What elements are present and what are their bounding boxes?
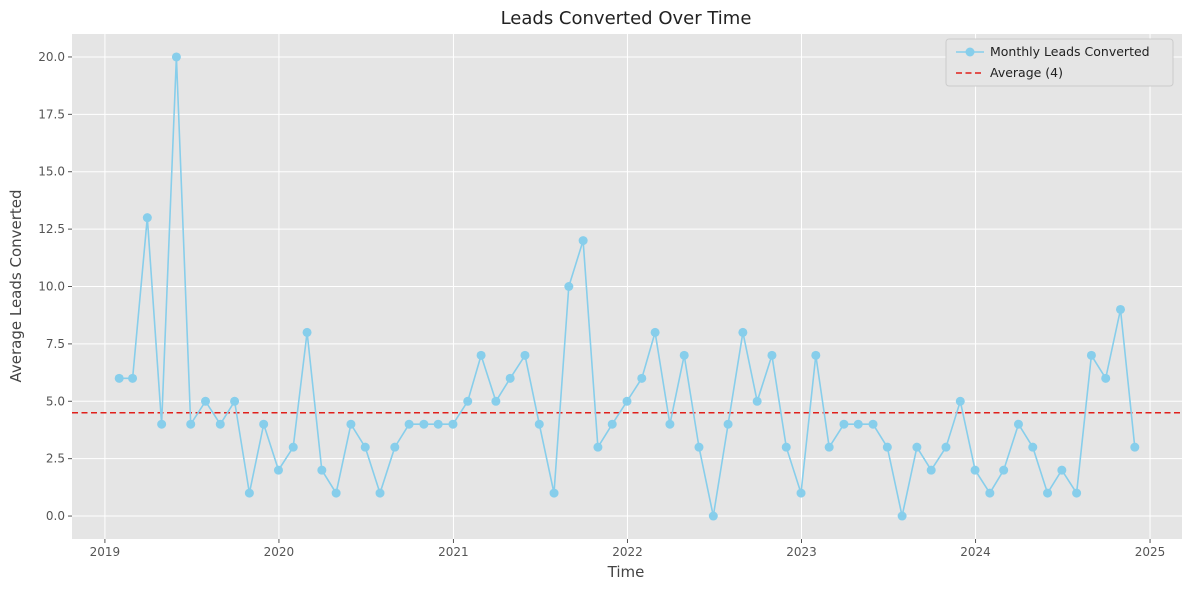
data-point	[346, 419, 356, 429]
y-tick-label: 15.0	[38, 165, 65, 179]
data-point	[781, 442, 791, 452]
x-tick-label: 2023	[786, 545, 817, 559]
data-point	[926, 465, 936, 475]
y-tick-label: 12.5	[38, 222, 65, 236]
data-point	[985, 488, 995, 498]
data-point	[578, 236, 588, 246]
data-point	[811, 350, 821, 360]
data-point	[679, 350, 689, 360]
data-point	[128, 373, 138, 383]
data-point	[839, 419, 849, 429]
data-point	[1101, 373, 1111, 383]
legend-label-monthly: Monthly Leads Converted	[990, 44, 1150, 59]
x-tick-label: 2022	[612, 545, 643, 559]
data-point	[796, 488, 806, 498]
data-point	[230, 396, 240, 406]
y-tick-label: 0.0	[46, 509, 65, 523]
data-point	[215, 419, 225, 429]
series-layer	[114, 52, 1140, 521]
data-point	[520, 350, 530, 360]
data-point	[897, 511, 907, 521]
data-point	[244, 488, 254, 498]
data-point	[1130, 442, 1140, 452]
data-point	[549, 488, 559, 498]
y-tick-label: 2.5	[46, 452, 65, 466]
data-point	[1028, 442, 1038, 452]
y-tick-label: 5.0	[46, 394, 65, 408]
data-point	[752, 396, 762, 406]
y-tick-label: 20.0	[38, 50, 65, 64]
legend-marker-monthly	[965, 47, 975, 57]
data-point	[882, 442, 892, 452]
data-point	[534, 419, 544, 429]
x-tick-label: 2025	[1135, 545, 1166, 559]
data-point	[1057, 465, 1067, 475]
data-point	[390, 442, 400, 452]
data-point	[1043, 488, 1053, 498]
data-point	[767, 350, 777, 360]
x-tick-labels: 2019 2020 2021 2022 2023 2024 2025	[90, 539, 1166, 559]
data-point	[564, 282, 574, 291]
x-tick-label: 2021	[438, 545, 469, 559]
data-point	[302, 327, 312, 337]
x-tick-label: 2020	[264, 545, 295, 559]
data-point	[331, 488, 341, 498]
data-point	[317, 465, 327, 475]
data-point	[259, 419, 269, 429]
data-point	[142, 213, 152, 223]
x-tick-label: 2019	[90, 545, 121, 559]
y-tick-labels: 0.0 2.5 5.0 7.5 10.0 12.5 15.0 17.5 20.0	[38, 50, 72, 523]
data-point	[853, 419, 863, 429]
data-point	[1013, 419, 1023, 429]
data-point	[970, 465, 980, 475]
legend-box	[945, 38, 1174, 87]
data-point	[941, 442, 951, 452]
data-point	[738, 327, 748, 337]
data-point	[404, 419, 414, 429]
data-point	[912, 442, 922, 452]
data-point	[491, 396, 501, 406]
y-axis-label: Average Leads Converted	[7, 189, 25, 382]
data-point	[273, 465, 283, 475]
data-point	[171, 52, 181, 62]
data-point	[186, 419, 196, 429]
data-point	[593, 442, 603, 452]
data-point	[1086, 350, 1096, 360]
chart-title: Leads Converted Over Time	[501, 8, 752, 29]
y-tick-label: 17.5	[38, 107, 65, 121]
data-point	[360, 442, 370, 452]
y-tick-label: 7.5	[46, 337, 65, 351]
data-point	[288, 442, 298, 452]
data-point	[114, 373, 124, 383]
data-point	[375, 488, 385, 498]
data-point	[1115, 304, 1125, 314]
data-point	[419, 419, 429, 429]
data-point	[999, 465, 1009, 475]
data-point	[476, 350, 486, 360]
data-point	[201, 396, 211, 406]
legend-label-average: Average (4)	[990, 65, 1063, 80]
data-point	[868, 419, 878, 429]
data-point	[955, 396, 965, 406]
data-point	[1072, 488, 1082, 498]
data-point	[505, 373, 515, 383]
data-point	[650, 327, 660, 337]
x-tick-label: 2024	[960, 545, 991, 559]
y-tick-label: 10.0	[38, 280, 65, 294]
data-point	[448, 419, 458, 429]
data-point	[157, 419, 167, 429]
data-point	[824, 442, 834, 452]
data-point	[637, 373, 647, 383]
data-point	[433, 419, 443, 429]
data-point	[622, 396, 632, 406]
data-point	[463, 396, 473, 406]
data-point	[694, 442, 704, 452]
data-point	[607, 419, 617, 429]
data-point	[708, 511, 718, 521]
x-axis-label: Time	[607, 563, 645, 581]
data-point	[723, 419, 733, 429]
data-point	[665, 419, 675, 429]
legend: Monthly Leads Converted Average (4)	[945, 38, 1174, 87]
